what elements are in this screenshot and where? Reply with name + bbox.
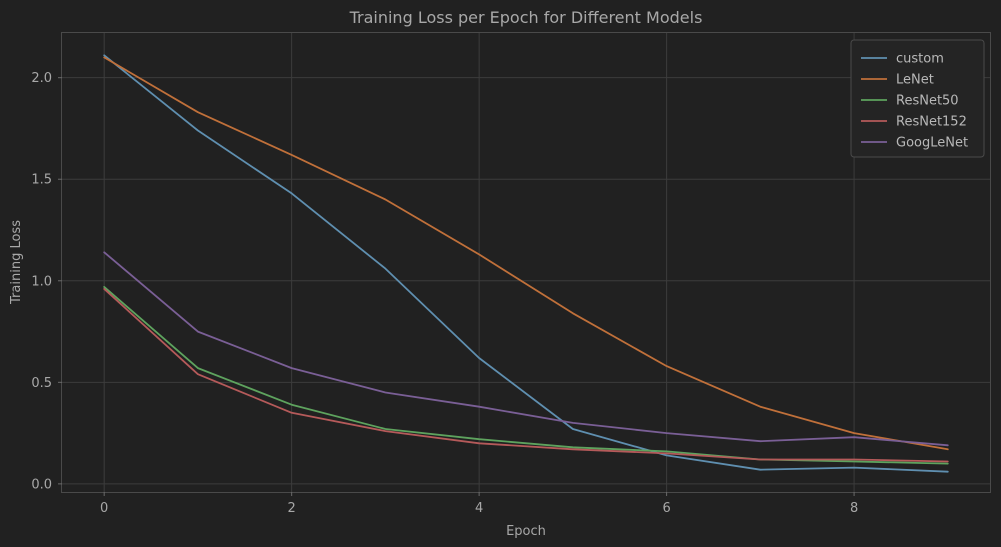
y-tick-label: 0.0 <box>31 477 52 492</box>
series-line-resnet152 <box>103 287 949 463</box>
y-axis-label: Training Loss <box>9 220 24 305</box>
chart-title: Training Loss per Epoch for Different Mo… <box>349 8 703 27</box>
y-tick-label: 1.5 <box>31 173 52 188</box>
x-tick-label: 0 <box>100 501 108 516</box>
y-tick-label: 0.5 <box>31 376 52 391</box>
legend-box <box>850 39 985 158</box>
series-line-googlenet <box>103 251 949 447</box>
legend: custom LeNet ResNet50 ResNet152 GoogLeNet <box>850 39 985 158</box>
series-line-custom <box>103 54 949 473</box>
plot-area-frame <box>61 32 991 493</box>
x-tick-label: 8 <box>850 501 858 516</box>
x-tick-label: 6 <box>662 501 670 516</box>
series-lines <box>103 54 949 473</box>
y-tick-label: 1.0 <box>31 274 52 289</box>
x-axis-label: Epoch <box>506 524 546 539</box>
y-axis-ticks: 0.0 0.5 1.0 1.5 2.0 <box>31 71 62 492</box>
x-tick-label: 2 <box>288 501 296 516</box>
series-line-resnet50 <box>103 285 949 465</box>
legend-label: GoogLeNet <box>896 136 968 151</box>
y-tick-label: 2.0 <box>31 71 52 86</box>
legend-label: LeNet <box>896 73 934 88</box>
legend-label: ResNet152 <box>896 115 967 130</box>
x-axis-ticks: 0 2 4 6 8 <box>100 492 858 516</box>
series-line-lenet <box>103 56 949 451</box>
x-tick-label: 4 <box>475 501 483 516</box>
legend-label: custom <box>896 52 944 67</box>
legend-label: ResNet50 <box>896 94 959 109</box>
